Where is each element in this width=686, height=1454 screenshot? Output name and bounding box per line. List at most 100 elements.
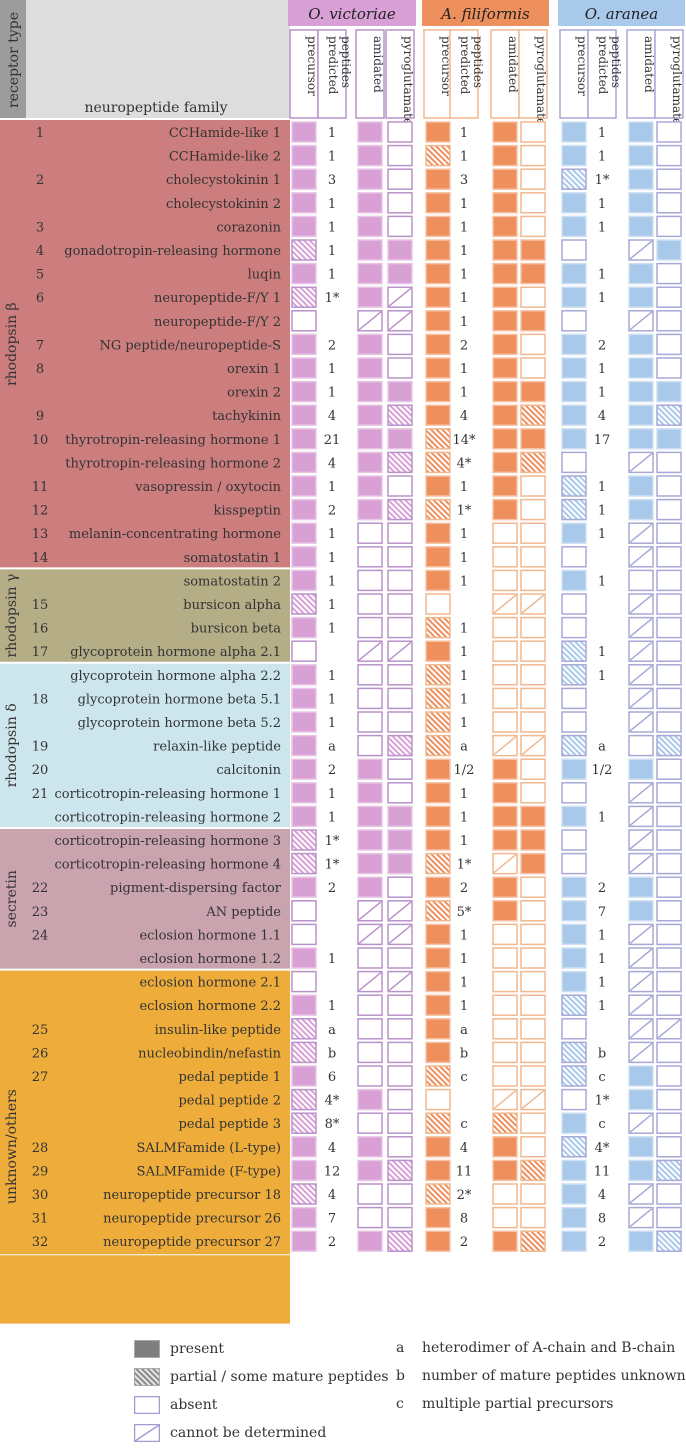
cell-diagonal	[521, 1090, 545, 1110]
cell-absent	[291, 923, 317, 946]
predicted-peptides-value: 1	[598, 150, 606, 165]
predicted-peptides-value: 2	[598, 881, 606, 896]
cell-present	[492, 239, 518, 261]
cell-present	[628, 215, 654, 238]
cell-absent	[561, 451, 587, 474]
cell-present	[492, 782, 518, 804]
predicted-peptides-value: 1	[328, 952, 336, 967]
cell-partial	[425, 664, 451, 686]
cell-present	[561, 404, 587, 426]
cell-absent	[520, 711, 546, 733]
cell-present	[291, 711, 317, 733]
receptor-number: 18	[32, 692, 49, 707]
cell-partial	[387, 498, 413, 521]
table-row: pedal peptide 2 4* 1*	[178, 1088, 682, 1111]
cell-present	[561, 758, 587, 780]
cell-present	[387, 380, 413, 403]
note-key: c	[396, 1396, 404, 1412]
cell-absent	[387, 687, 413, 710]
cell-partial	[291, 852, 317, 875]
cell-present	[520, 428, 546, 450]
column-header-cell	[449, 29, 479, 119]
cell-present	[425, 970, 451, 993]
cell-present	[357, 758, 383, 780]
predicted-peptides-value: 1	[328, 268, 336, 283]
cell-absent	[520, 687, 546, 710]
cell-partial	[425, 711, 451, 733]
table-row: 2 cholecystokinin 1 3 3 1*	[36, 168, 682, 190]
cell-present	[425, 357, 451, 379]
cell-partial	[291, 286, 317, 308]
predicted-peptides-value: 1	[598, 574, 606, 589]
cell-partial	[291, 1088, 317, 1111]
cell-diagonal	[629, 240, 653, 260]
predicted-peptides-value: 14*	[452, 433, 476, 448]
family-label: neuropeptide family	[84, 100, 227, 116]
table-row: 13 melanin-concentrating hormone 1 1 1	[32, 522, 682, 544]
receptor-type-label: receptor type	[6, 12, 22, 108]
cell-absent	[387, 876, 413, 898]
column-label: amidated	[642, 36, 656, 93]
cell-partial	[387, 451, 413, 474]
cell-absent	[387, 1065, 413, 1087]
cell-present	[425, 310, 451, 332]
note-text: number of mature peptides unknown	[422, 1368, 686, 1384]
family-name: glycoprotein hormone beta 5.2	[78, 716, 281, 731]
cell-present	[357, 404, 383, 426]
predicted-peptides-value: a	[598, 740, 606, 755]
predicted-peptides-value: 1	[460, 315, 468, 330]
predicted-peptides-value: 1	[460, 645, 468, 660]
cell-present	[291, 451, 317, 474]
cell-partial	[387, 1230, 413, 1252]
family-name: orexin 2	[227, 386, 281, 401]
cell-partial	[561, 1065, 587, 1087]
cell-present	[357, 1088, 383, 1111]
predicted-peptides-value: a	[328, 740, 336, 755]
predicted-peptides-value: 1	[460, 928, 468, 943]
cell-absent	[520, 876, 546, 898]
predicted-peptides-value: b	[328, 1046, 336, 1061]
cell-present	[520, 262, 546, 285]
cell-absent	[387, 357, 413, 379]
cell-partial	[561, 994, 587, 1016]
cell-absent	[357, 664, 383, 686]
cell-partial	[291, 829, 317, 851]
cell-present	[425, 994, 451, 1016]
receptor-number: 17	[32, 645, 49, 660]
cell-absent	[520, 192, 546, 214]
receptor-number: 4	[36, 244, 44, 259]
species-header-1	[288, 0, 416, 26]
cell-present	[561, 192, 587, 214]
predicted-peptides-value: 2	[328, 881, 336, 896]
species-header-2	[422, 0, 549, 26]
cell-absent	[656, 286, 682, 308]
cell-diagonal	[358, 311, 382, 331]
family-name: pedal peptide 1	[178, 1070, 281, 1085]
cell-absent	[520, 994, 546, 1016]
group-label: secretin	[4, 870, 20, 927]
cell-absent	[561, 711, 587, 733]
cell-present	[291, 876, 317, 898]
table-row: 12 kisspeptin 2 1* 1	[32, 498, 682, 521]
cell-absent	[520, 357, 546, 379]
note-b: b number of mature peptides unknown	[396, 1368, 686, 1384]
cell-absent	[357, 569, 383, 592]
cell-present	[357, 286, 383, 308]
cell-present	[357, 357, 383, 379]
predicted-peptides-value: 1	[598, 386, 606, 401]
cell-diagonal	[629, 972, 653, 992]
cell-present	[357, 333, 383, 356]
family-name: SALMFamide (F-type)	[137, 1164, 281, 1179]
cell-present	[425, 1206, 451, 1229]
cell-absent	[520, 970, 546, 993]
cell-present	[628, 876, 654, 898]
group-band-5	[0, 969, 290, 1324]
cell-present	[425, 1230, 451, 1252]
family-name: tachykinin	[212, 409, 282, 424]
cell-partial	[425, 852, 451, 875]
table-row: 9 tachykinin 4 4 4	[36, 404, 682, 426]
cell-present	[492, 1136, 518, 1158]
cell-diagonal	[629, 1113, 653, 1133]
cell-absent	[387, 711, 413, 733]
cell-absent	[492, 687, 518, 710]
